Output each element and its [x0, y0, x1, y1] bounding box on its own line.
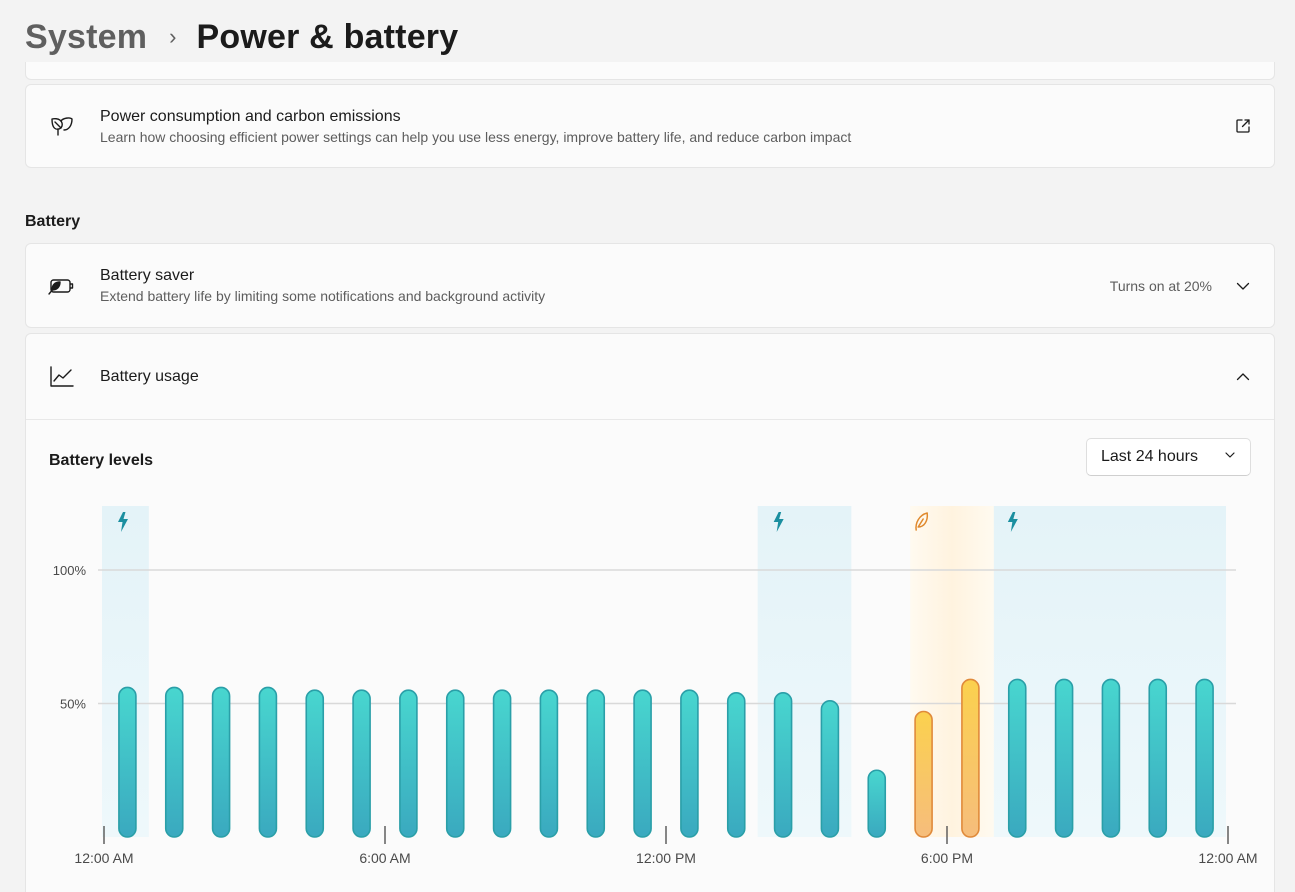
battery-saver-subtitle: Extend battery life by limiting some not…	[100, 288, 546, 304]
battery-level-bar	[1101, 678, 1121, 838]
battery-level-bar	[1007, 678, 1027, 838]
breadcrumb-separator-icon: ›	[169, 24, 177, 49]
battery-level-bar	[118, 686, 137, 838]
x-tick-label: 12:00 PM	[636, 850, 696, 866]
battery-level-bar	[305, 689, 325, 838]
saver-leaf-icon	[915, 512, 929, 531]
battery-saver-threshold: Turns on at 20%	[1109, 277, 1212, 294]
breadcrumb: System › Power & battery	[25, 14, 458, 60]
leaf-icon	[48, 112, 76, 140]
battery-level-bar	[1054, 678, 1074, 838]
battery-level-bar	[1195, 678, 1214, 838]
x-tick-label: 6:00 AM	[359, 850, 410, 866]
battery-level-bar	[867, 769, 887, 838]
x-tick-label: 12:00 AM	[1198, 850, 1257, 866]
battery-levels-title: Battery levels	[49, 452, 154, 469]
battery-saver-card[interactable]: Battery saver Extend battery life by lim…	[25, 243, 1275, 328]
charging-bolt-icon	[118, 512, 128, 532]
battery-saver-icon	[48, 272, 76, 300]
x-tick-label: 12:00 AM	[74, 850, 133, 866]
charging-bolt-icon	[1007, 512, 1018, 532]
battery-level-bar	[211, 686, 231, 838]
charging-bolt-icon	[773, 512, 784, 532]
power-consumption-card[interactable]: Power consumption and carbon emissions L…	[25, 84, 1275, 168]
y-tick-label: 100%	[53, 563, 87, 578]
battery-level-bar	[445, 689, 465, 838]
time-range-value: Last 24 hours	[1101, 448, 1198, 465]
line-chart-icon	[48, 363, 76, 391]
battery-usage-card: Battery usage Battery levels Last 24 hou…	[25, 333, 1275, 892]
battery-usage-header[interactable]: Battery usage	[26, 334, 1274, 420]
breadcrumb-system[interactable]: System	[25, 17, 148, 56]
open-external-icon[interactable]	[1234, 117, 1252, 135]
chevron-down-icon[interactable]	[1234, 277, 1252, 295]
battery-level-bar	[586, 689, 606, 838]
chevron-down-icon	[1224, 448, 1236, 466]
y-tick-label: 50%	[60, 697, 86, 712]
battery-saver-title: Battery saver	[100, 267, 195, 284]
power-consumption-subtitle: Learn how choosing efficient power setti…	[100, 128, 852, 145]
battery-level-bar	[820, 700, 840, 838]
x-tick-label: 6:00 PM	[921, 850, 973, 866]
battery-level-bar	[399, 689, 418, 838]
battery-level-bar	[914, 710, 933, 838]
page-title: Power & battery	[196, 17, 459, 56]
battery-level-bar	[492, 689, 512, 838]
power-consumption-title: Power consumption and carbon emissions	[100, 107, 401, 125]
battery-level-bar	[1148, 678, 1168, 838]
previous-card-edge	[25, 62, 1275, 80]
battery-level-bar	[352, 689, 371, 838]
battery-levels-chart: 100% 50% 12:00 AM 6:00 AM 12:00 PM 6:00 PM 12:…	[53, 506, 1258, 866]
battery-usage-title: Battery usage	[100, 367, 199, 385]
time-range-dropdown[interactable]: Last 24 hours	[1086, 438, 1251, 476]
battery-level-bar	[961, 678, 980, 838]
battery-level-bar	[773, 692, 793, 838]
battery-level-bar	[539, 689, 559, 838]
battery-level-bar	[680, 689, 699, 838]
battery-level-bar	[726, 692, 746, 838]
chevron-up-icon[interactable]	[1234, 368, 1252, 386]
battery-section-heading: Battery	[25, 213, 81, 230]
battery-level-bar	[633, 689, 652, 838]
battery-level-bar	[164, 686, 184, 838]
battery-level-bar	[258, 686, 278, 838]
